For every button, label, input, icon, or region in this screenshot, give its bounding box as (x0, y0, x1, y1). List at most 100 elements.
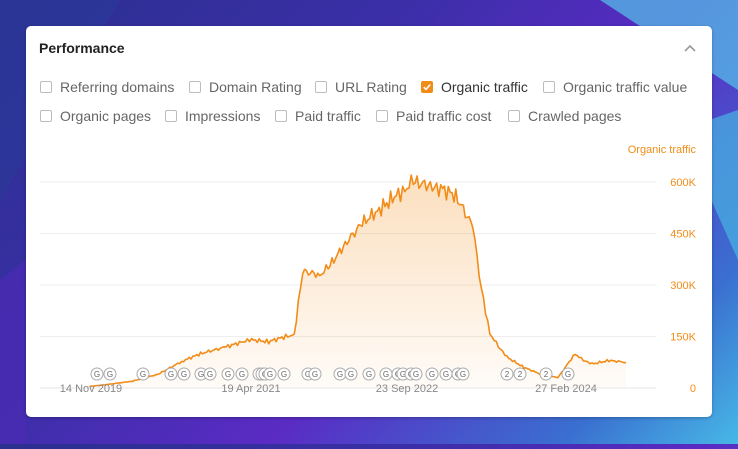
metric-label: Referring domains (60, 79, 175, 95)
event-marker-label: G (181, 370, 187, 379)
event-marker[interactable]: G (203, 367, 217, 381)
metric-paid-traffic[interactable]: Paid traffic (275, 108, 361, 124)
event-marker-label: G (267, 370, 273, 379)
event-marker[interactable]: G (561, 367, 575, 381)
y-tick-label: 150K (670, 332, 696, 344)
event-marker-circle (513, 367, 527, 381)
event-marker-circle (409, 367, 423, 381)
event-marker-circle (425, 367, 439, 381)
event-marker-label: G (198, 370, 204, 379)
event-marker-label: G (107, 370, 113, 379)
checkbox[interactable] (189, 81, 201, 93)
event-marker-label: 2 (518, 370, 523, 379)
event-marker-label: G (305, 370, 311, 379)
event-marker[interactable]: G (344, 367, 358, 381)
metric-label: Impressions (185, 108, 261, 124)
event-marker[interactable]: G (379, 367, 393, 381)
event-marker-label: G (94, 370, 100, 379)
event-marker-label: G (400, 370, 406, 379)
event-marker[interactable]: 2 (500, 367, 514, 381)
series-label: Organic traffic (628, 144, 697, 156)
event-marker-circle (136, 367, 150, 381)
event-marker-label: G (168, 370, 174, 379)
event-marker-circle (90, 367, 104, 381)
y-tick-label: 300K (670, 280, 696, 292)
checkbox[interactable] (543, 81, 555, 93)
event-marker-label: G (207, 370, 213, 379)
x-tick-label: 23 Sep 2022 (376, 383, 438, 395)
event-marker-label: G (366, 370, 372, 379)
event-marker-circle (221, 367, 235, 381)
chevron-up-icon[interactable] (682, 40, 698, 56)
event-marker[interactable]: G (333, 367, 347, 381)
event-marker[interactable]: G (409, 367, 423, 381)
event-marker[interactable]: G (136, 367, 150, 381)
checkbox[interactable] (275, 110, 287, 122)
y-tick-label: 450K (670, 229, 696, 241)
event-marker[interactable]: G (425, 367, 439, 381)
event-marker-circle (561, 367, 575, 381)
check-icon (423, 83, 431, 91)
event-marker-circle (308, 367, 322, 381)
checkbox[interactable] (508, 110, 520, 122)
event-marker-label: G (443, 370, 449, 379)
event-marker-circle (362, 367, 376, 381)
series-area (90, 175, 626, 388)
metric-organic-traffic-value[interactable]: Organic traffic value (543, 79, 687, 95)
event-marker[interactable]: G (235, 367, 249, 381)
event-marker-label: G (460, 370, 466, 379)
performance-panel: Performance Referring domains Domain Rat… (26, 26, 712, 417)
event-marker-circle (235, 367, 249, 381)
x-tick-label: 14 Nov 2019 (60, 383, 122, 395)
event-marker-label: G (565, 370, 571, 379)
event-marker[interactable]: G (263, 367, 277, 381)
metric-label: Domain Rating (209, 79, 302, 95)
metric-impressions[interactable]: Impressions (165, 108, 260, 124)
event-marker[interactable]: G (456, 367, 470, 381)
event-marker-circle (539, 367, 553, 381)
metric-paid-traffic-cost[interactable]: Paid traffic cost (376, 108, 491, 124)
event-marker-label: G (429, 370, 435, 379)
event-marker-label: G (348, 370, 354, 379)
metric-organic-traffic[interactable]: Organic traffic (421, 79, 528, 95)
event-marker-label: 2 (505, 370, 510, 379)
checkbox[interactable] (40, 110, 52, 122)
checkbox[interactable] (165, 110, 177, 122)
metric-label: Paid traffic (295, 108, 361, 124)
event-marker[interactable]: G (277, 367, 291, 381)
metric-label: Organic traffic (441, 79, 528, 95)
event-marker[interactable]: G (439, 367, 453, 381)
event-marker-circle (164, 367, 178, 381)
metric-organic-pages[interactable]: Organic pages (40, 108, 151, 124)
metric-crawled-pages[interactable]: Crawled pages (508, 108, 621, 124)
event-marker[interactable]: G (362, 367, 376, 381)
checkbox[interactable] (315, 81, 327, 93)
event-marker-label: G (239, 370, 245, 379)
panel-title: Performance (39, 40, 125, 56)
metric-url-rating[interactable]: URL Rating (315, 79, 407, 95)
metric-referring-domains[interactable]: Referring domains (40, 79, 174, 95)
event-marker-label: G (140, 370, 146, 379)
checkbox-checked[interactable] (421, 81, 433, 93)
event-marker-circle (103, 367, 117, 381)
event-marker[interactable]: G (308, 367, 322, 381)
checkbox[interactable] (40, 81, 52, 93)
metric-label: Paid traffic cost (396, 108, 492, 124)
event-marker[interactable]: G (177, 367, 191, 381)
event-marker[interactable]: 2 (513, 367, 527, 381)
series-line (89, 174, 627, 388)
event-marker-label: G (281, 370, 287, 379)
organic-traffic-chart: Organic traffic 0 150K 300K 450K 600K 14 Nov 2… (40, 144, 697, 395)
metric-label: Organic pages (60, 108, 152, 124)
checkbox[interactable] (376, 110, 388, 122)
event-marker[interactable]: 2 (539, 367, 553, 381)
event-marker[interactable]: G (164, 367, 178, 381)
event-marker-label: G (337, 370, 343, 379)
event-marker[interactable]: G (221, 367, 235, 381)
event-marker[interactable]: G (90, 367, 104, 381)
event-marker-circle (456, 367, 470, 381)
event-marker[interactable]: G (103, 367, 117, 381)
metric-label: Organic traffic value (563, 79, 688, 95)
event-marker-circle (177, 367, 191, 381)
metric-domain-rating[interactable]: Domain Rating (189, 79, 302, 95)
